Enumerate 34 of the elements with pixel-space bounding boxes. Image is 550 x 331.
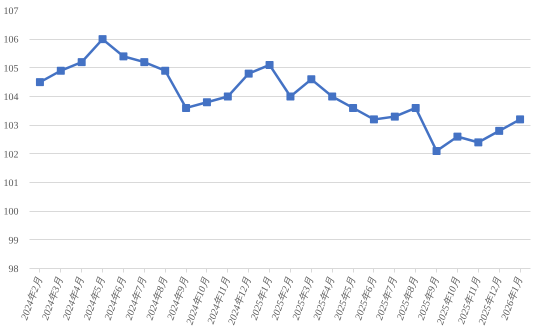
point [307,75,316,84]
point [286,92,294,100]
point [328,92,336,100]
y-tick-label: 105 [4,63,18,74]
point [244,70,253,78]
point [98,35,107,44]
point [36,78,44,86]
point [474,138,482,146]
point [390,112,399,121]
y-tick-label: 99 [8,235,18,246]
point [412,104,420,112]
point [516,115,524,124]
y-tick-label: 101 [4,178,18,189]
point [266,60,274,69]
point [224,92,232,100]
point [161,66,170,75]
point [453,132,462,141]
y-tick-label: 100 [4,206,18,218]
point [202,98,211,106]
y-tick-label: 102 [4,149,18,160]
point [495,126,504,135]
point [370,115,378,124]
point [119,52,128,60]
point [56,66,65,75]
point [349,104,358,112]
y-tick-label: 103 [4,120,18,132]
y-tick-label: 107 [4,6,18,17]
point [432,146,441,155]
point [182,104,190,112]
y-tick-label: 98 [8,264,18,275]
point [78,58,86,66]
y-tick-label: 104 [4,92,18,103]
point [140,58,148,66]
y-tick-label: 106 [4,34,18,46]
